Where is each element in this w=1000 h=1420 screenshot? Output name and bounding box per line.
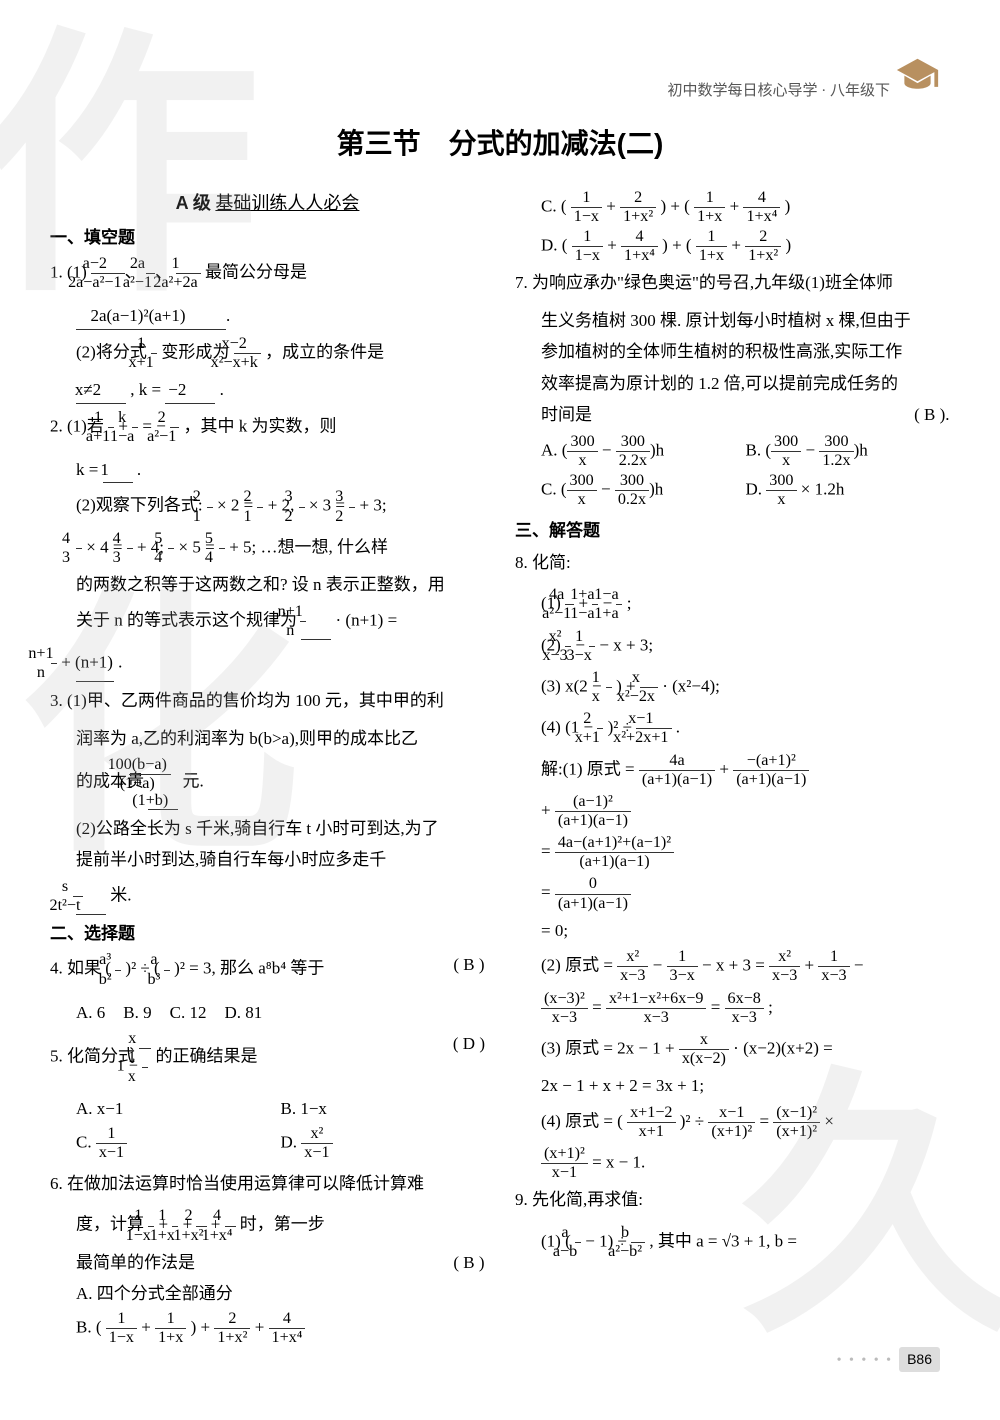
q9: 9. 先化简,再求值: — [515, 1187, 950, 1213]
sec-fill-blank: 一、填空题 — [50, 225, 485, 251]
page-header: 初中数学每日核心导学 · 八年级下 — [50, 80, 950, 103]
q7: 7. 为响应承办"绿色奥运"的号召,九年级(1)班全体师 — [515, 270, 950, 296]
q6: 6. 在做加法运算时恰当使用运算律可以降低计算难 — [50, 1171, 485, 1197]
grad-cap-icon — [895, 55, 940, 100]
right-column: C. ( 11−x + 21+x² ) + ( 11+x + 41+x⁴ ) D… — [515, 190, 950, 1351]
q3-2: (2)公路全长为 s 千米,骑自行车 t 小时可到达,为了 — [76, 816, 485, 842]
q2-1: 2. (1)若 1a+1 + k1−a = − 2a²−1 ，其中 k 为实数，… — [50, 410, 485, 445]
page-number: • • • • •B86 — [837, 1347, 940, 1372]
q3-1: 3. (1)甲、乙两件商品的售价均为 100 元，其中甲的利 — [50, 688, 485, 714]
level-header: A 级 基础训练人人必会 — [50, 190, 485, 217]
section-title: 第三节 分式的加减法(二) — [50, 123, 950, 165]
q1-2: (2)将分式 1x+1 变形成为 x−2x²−x+k ，成立的条件是 — [76, 336, 485, 371]
left-column: A 级 基础训练人人必会 一、填空题 1. (1) a−22a−a²−1、 2a… — [50, 190, 485, 1351]
q4: 4. 如果 ( a³b² )² ÷ ( ab³ )² = 3, 那么 a⁸b⁴ … — [50, 952, 485, 987]
q5: 5. 化简分式 x1 − 1x 的正确结果是 ( D ) — [50, 1031, 485, 1084]
q1-1: 1. (1) a−22a−a²−1、 2aa²−1、 12a²+2a 最简公分母… — [50, 256, 485, 291]
q8: 8. 化简: — [515, 550, 950, 576]
q2-2: (2)观察下列各式: 21 × 2 = 21 + 2, 32 × 3 = 32 … — [76, 489, 485, 524]
sec-answer: 三、解答题 — [515, 518, 950, 544]
sec-choice: 二、选择题 — [50, 921, 485, 947]
